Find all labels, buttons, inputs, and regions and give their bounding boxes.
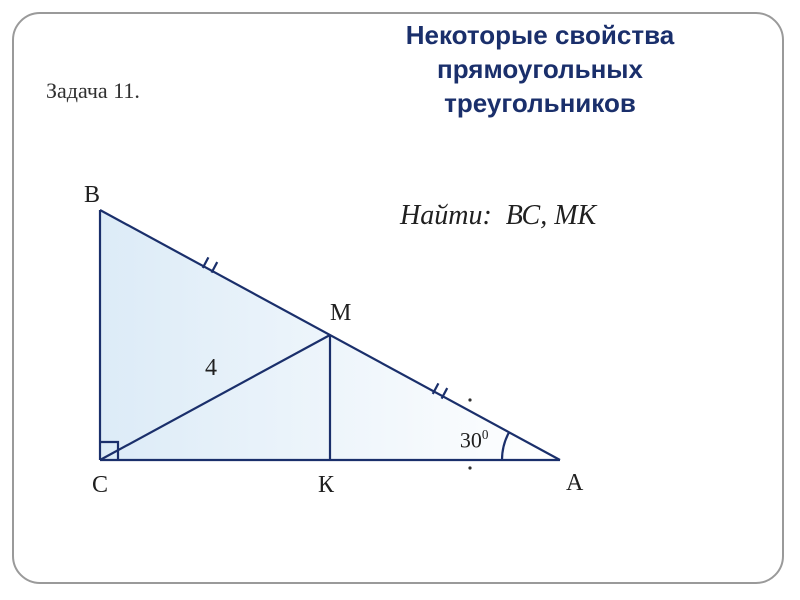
point-label-M: М bbox=[330, 300, 351, 327]
problem-number: Задача 11. bbox=[46, 78, 140, 104]
angle-A-label: 300 bbox=[460, 427, 489, 453]
slide-title: Некоторые свойствапрямоугольныхтреугольн… bbox=[310, 18, 770, 120]
point-label-A: А bbox=[566, 470, 583, 497]
triangle-diagram: С В А М К 4 300 bbox=[40, 180, 760, 540]
point-label-K: К bbox=[318, 472, 334, 499]
angle-A-degree: 0 bbox=[482, 427, 489, 442]
angle-A-value: 30 bbox=[460, 427, 482, 452]
slide-title-line: Некоторые свойства bbox=[310, 18, 770, 52]
point-label-C: С bbox=[92, 472, 108, 499]
edge-CM-label: 4 bbox=[205, 355, 217, 382]
triangle-svg bbox=[40, 180, 760, 540]
slide-title-line: прямоугольных bbox=[310, 52, 770, 86]
slide-title-line: треугольников bbox=[310, 86, 770, 120]
point-label-B: В bbox=[84, 182, 100, 209]
problem-number-text: Задача 11. bbox=[46, 78, 140, 103]
